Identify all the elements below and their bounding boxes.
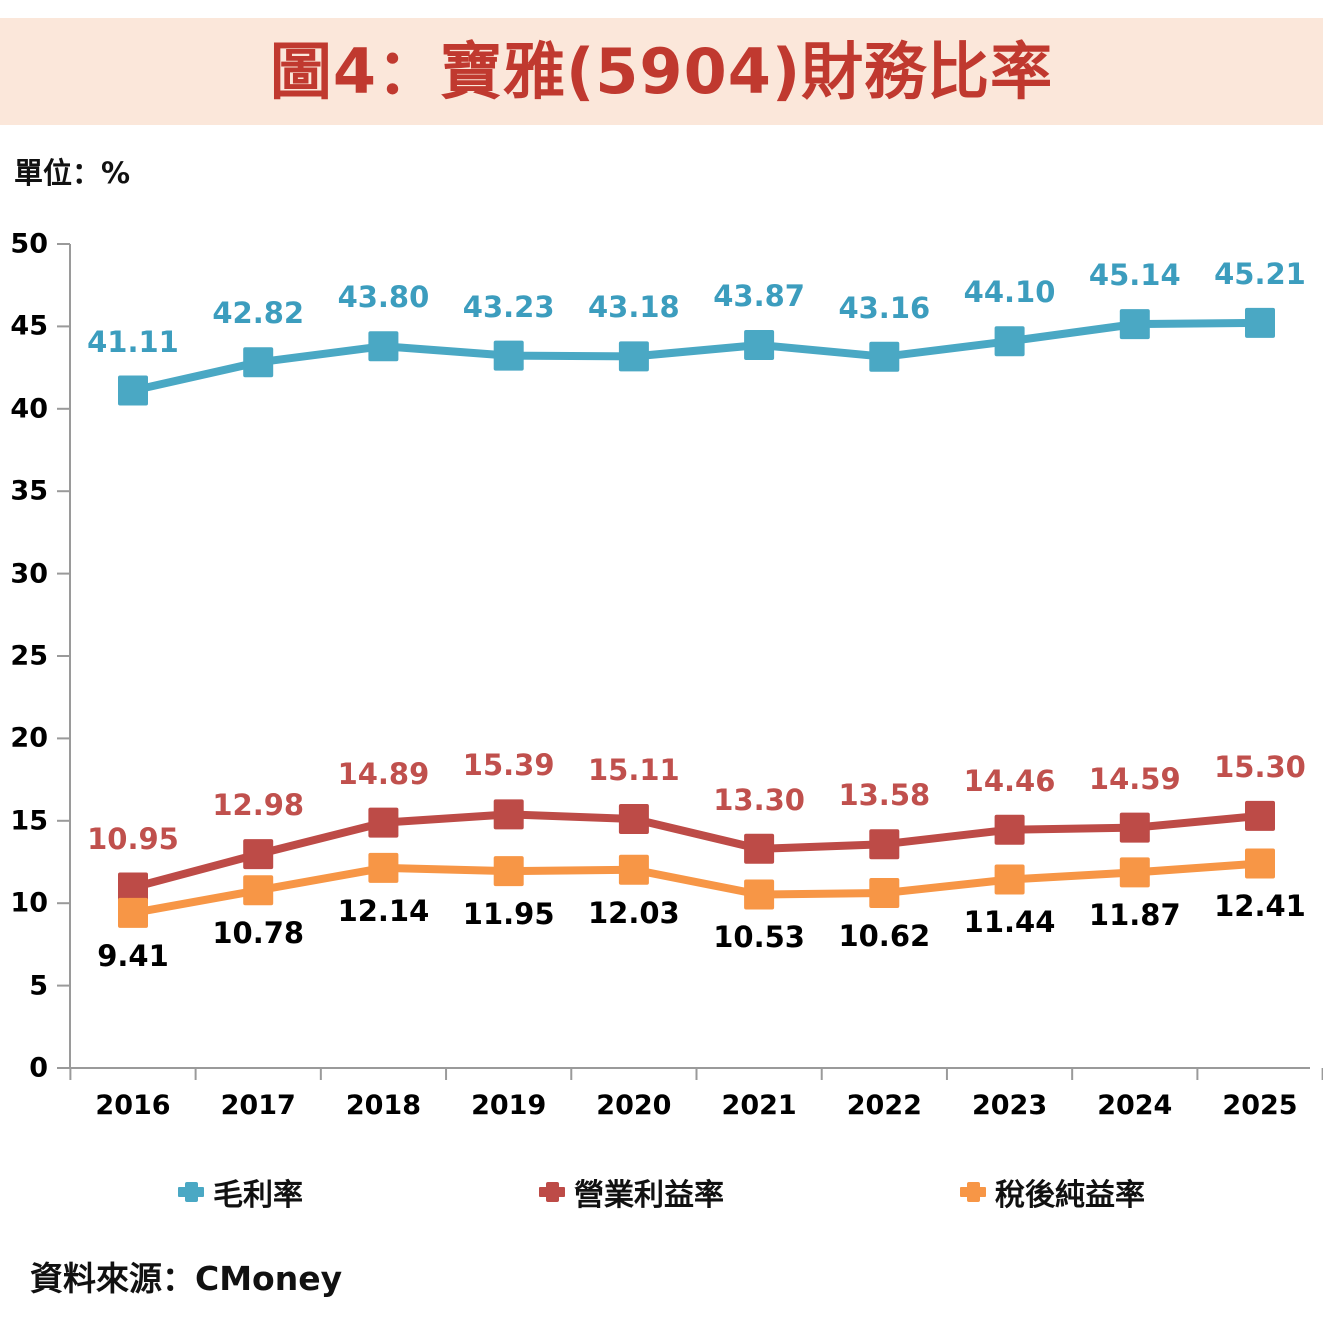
data-point-label: 10.95 (87, 821, 179, 856)
y-axis-tick-label: 15 (10, 805, 48, 837)
data-point-label: 12.03 (588, 895, 680, 930)
data-point-marker (744, 330, 775, 360)
data-point-label: 10.53 (713, 920, 805, 955)
x-axis-tick-label: 2019 (471, 1090, 547, 1121)
x-axis-tick-label: 2025 (1222, 1090, 1298, 1121)
data-point-marker (869, 341, 900, 372)
data-point-label: 43.16 (838, 290, 931, 325)
data-point-marker (869, 878, 900, 908)
data-point-label: 14.89 (337, 756, 430, 791)
data-point-label: 43.87 (713, 279, 805, 314)
x-axis-tick-label: 2020 (596, 1090, 672, 1121)
y-axis-tick-label: 40 (10, 393, 48, 425)
data-point-label: 15.30 (1214, 749, 1306, 784)
data-point-label: 15.11 (588, 752, 680, 787)
data-point-label: 42.82 (212, 296, 305, 331)
data-point-marker (118, 375, 148, 406)
data-point-marker (368, 852, 399, 883)
data-point-marker (1119, 857, 1150, 888)
legend-marker-icon (539, 1182, 565, 1202)
data-point-marker (243, 839, 274, 870)
legend-marker-icon (960, 1182, 986, 1202)
data-point-label: 10.62 (838, 918, 931, 953)
y-axis-tick-label: 0 (29, 1052, 48, 1084)
data-point-label: 43.18 (588, 290, 680, 325)
legend-item-gross-margin[interactable]: 毛利率 (178, 1170, 303, 1214)
data-point-marker (1119, 309, 1150, 340)
data-point-marker (243, 347, 274, 378)
data-point-marker (618, 341, 649, 372)
data-point-marker (618, 854, 649, 885)
data-point-label: 11.44 (963, 905, 1056, 940)
data-point-marker (869, 829, 900, 860)
legend-item-net-margin[interactable]: 稅後純益率 (960, 1170, 1145, 1214)
title-banner: 圖4：寶雅(5904)財務比率 (0, 18, 1323, 125)
data-point-marker (493, 340, 524, 371)
data-point-label: 13.58 (838, 778, 931, 813)
y-axis-tick-label: 50 (10, 228, 48, 260)
page-title: 圖4：寶雅(5904)財務比率 (269, 34, 1054, 108)
y-axis-tick-label: 10 (10, 887, 48, 919)
data-point-marker (1245, 848, 1275, 879)
data-point-marker (994, 814, 1025, 845)
x-axis-tick-label: 2021 (721, 1090, 797, 1121)
data-point-label: 41.11 (87, 324, 179, 359)
data-point-marker (994, 326, 1025, 357)
data-point-label: 43.23 (462, 289, 555, 324)
data-point-label: 11.87 (1088, 898, 1181, 933)
data-point-label: 43.80 (337, 280, 430, 315)
y-axis-tick-label: 45 (10, 310, 48, 342)
data-point-label: 45.21 (1214, 256, 1306, 291)
data-point-marker (618, 804, 649, 834)
legend-label: 稅後純益率 (995, 1178, 1145, 1213)
x-axis-tick-label: 2017 (220, 1090, 296, 1121)
x-axis-tick-label: 2023 (971, 1090, 1048, 1121)
data-point-label: 9.41 (97, 938, 169, 973)
unit-label: 單位：% (14, 156, 131, 190)
data-point-label: 12.14 (337, 893, 430, 928)
data-point-marker (118, 872, 148, 903)
data-point-marker (1245, 307, 1275, 338)
x-axis-tick-label: 2018 (345, 1090, 422, 1121)
chart-legend: 毛利率 營業利益率 稅後純益率 (0, 1170, 1323, 1214)
data-point-marker (1119, 812, 1150, 843)
data-point-label: 14.46 (963, 763, 1056, 798)
data-point-marker (118, 897, 148, 928)
data-point-marker (1245, 800, 1275, 831)
legend-label: 營業利益率 (574, 1178, 724, 1213)
data-point-marker (368, 331, 399, 362)
data-point-label: 12.98 (212, 788, 305, 823)
data-point-marker (994, 864, 1025, 895)
legend-item-operating-margin[interactable]: 營業利益率 (539, 1170, 724, 1214)
data-point-marker (243, 875, 274, 906)
data-point-label: 44.10 (963, 275, 1056, 310)
x-axis-tick-label: 2022 (846, 1090, 922, 1121)
y-axis-tick-label: 35 (10, 475, 48, 507)
data-point-marker (368, 807, 399, 838)
y-axis-tick-label: 25 (10, 640, 48, 672)
y-axis-tick-label: 30 (10, 558, 48, 590)
data-point-marker (493, 799, 524, 830)
data-point-label: 14.59 (1088, 761, 1181, 796)
data-point-label: 15.39 (462, 748, 555, 783)
data-point-label: 11.95 (462, 897, 555, 932)
y-axis-tick-label: 5 (29, 970, 48, 1002)
data-point-label: 13.30 (713, 782, 805, 817)
source-note: 資料來源：CMoney (30, 1259, 343, 1298)
data-point-marker (493, 856, 524, 887)
data-point-label: 12.41 (1214, 889, 1306, 924)
legend-marker-icon (178, 1182, 204, 1202)
data-point-label: 45.14 (1088, 258, 1181, 293)
x-axis-tick-label: 2016 (95, 1090, 171, 1121)
data-point-label: 10.78 (212, 916, 305, 951)
data-point-marker (744, 833, 775, 864)
data-point-marker (744, 879, 775, 910)
y-axis-tick-label: 20 (10, 722, 48, 754)
x-axis-tick-label: 2024 (1097, 1090, 1173, 1121)
legend-label: 毛利率 (213, 1178, 303, 1213)
